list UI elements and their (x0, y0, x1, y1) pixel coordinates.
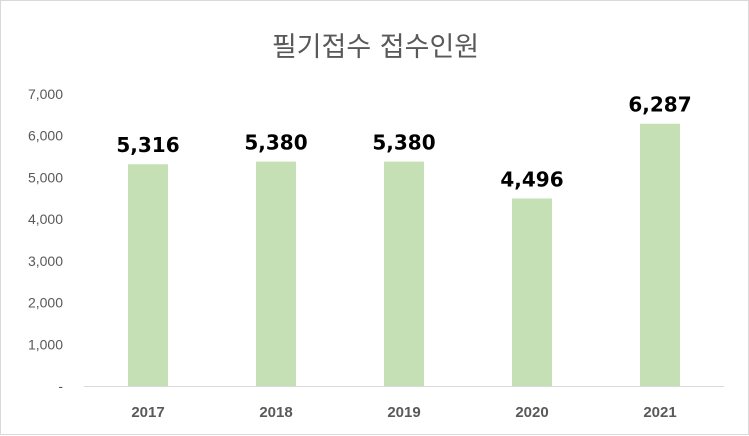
data-label-2021: 6,287 (628, 93, 691, 117)
y-tick-label: 2,000 (28, 295, 63, 311)
y-tick-label: 6,000 (28, 128, 63, 144)
data-labels: 5,316 5,380 5,380 4,496 6,287 (116, 93, 691, 192)
y-tick-label: 4,000 (28, 211, 63, 227)
y-tick-label: - (58, 378, 63, 394)
bar-2017 (128, 164, 168, 386)
x-tick-label: 2020 (515, 404, 548, 421)
y-tick-label: 1,000 (28, 336, 63, 352)
data-label-2020: 4,496 (500, 167, 563, 191)
x-axis: 2017 2018 2019 2020 2021 (84, 386, 724, 421)
x-tick-label: 2021 (643, 404, 676, 421)
y-axis: - 1,000 2,000 3,000 4,000 5,000 6,000 7,000 (28, 86, 63, 394)
x-tick-label: 2019 (387, 404, 420, 421)
bar-2020 (512, 198, 552, 386)
data-label-2017: 5,316 (116, 133, 179, 157)
chart-title: 필기접수 접수인원 (271, 32, 480, 63)
bar-2021 (640, 123, 680, 387)
x-tick-label: 2017 (131, 404, 164, 421)
y-tick-label: 5,000 (28, 169, 63, 185)
x-tick-label: 2018 (259, 404, 292, 421)
bar-2018 (256, 161, 296, 386)
y-tick-label: 3,000 (28, 253, 63, 269)
y-tick-label: 7,000 (28, 86, 63, 102)
data-label-2019: 5,380 (372, 131, 435, 155)
bars (128, 123, 680, 387)
data-label-2018: 5,380 (244, 131, 307, 155)
bar-2019 (384, 161, 424, 386)
